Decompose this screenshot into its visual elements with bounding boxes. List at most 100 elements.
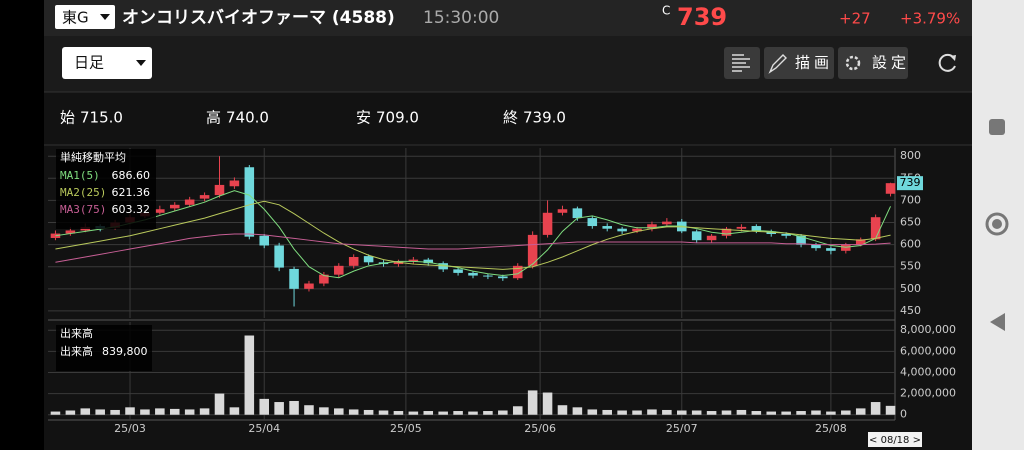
volume-bar: [632, 410, 642, 415]
candle-body: [662, 221, 672, 225]
volume-bar: [498, 410, 508, 415]
volume-bar: [259, 398, 269, 415]
dropdown-arrow: [136, 60, 146, 66]
time: 15:30:00: [423, 8, 499, 28]
chart-panel: [44, 92, 972, 450]
volume-bar: [125, 407, 135, 415]
candle-body: [155, 209, 165, 213]
volume-bar: [751, 411, 762, 415]
candle-body: [408, 259, 419, 262]
candle-body: [691, 231, 702, 241]
candle-body: [319, 274, 329, 284]
legend-title: 単純移動平均: [60, 150, 126, 164]
draw-button[interactable]: [764, 47, 834, 79]
y-tick-label: 650: [900, 216, 921, 229]
y-tick-label: 0: [900, 408, 907, 421]
recents-button[interactable]: [989, 119, 1005, 135]
volume-bar: [363, 409, 374, 415]
candle-body: [348, 256, 359, 266]
candle-body: [334, 265, 344, 275]
candle-body: [468, 272, 478, 276]
candle-body: [885, 183, 896, 194]
volume-bar: [841, 410, 851, 415]
y-tick-label: 800: [900, 149, 921, 162]
header-bar: [44, 0, 972, 36]
volume-bar: [50, 411, 61, 415]
back-button[interactable]: [990, 313, 1005, 331]
volume-bar: [691, 410, 702, 415]
ohlc-label: 終: [503, 109, 518, 127]
volume-bar: [289, 400, 299, 415]
y-tick-label: 500: [900, 282, 921, 295]
x-tick-label: 25/04: [248, 422, 280, 435]
settings-button[interactable]: [838, 47, 908, 79]
volume-bar: [796, 411, 806, 415]
legend-value: 603.32: [112, 203, 151, 216]
candle-body: [870, 217, 881, 240]
list-icon: [732, 54, 750, 72]
gear-icon: [845, 55, 861, 71]
volume-bar: [781, 411, 791, 415]
pencil-icon: [768, 54, 787, 74]
volume-bar: [110, 409, 120, 415]
price-prefix: C: [662, 4, 670, 18]
candle-body: [169, 204, 180, 209]
volume-bar: [453, 411, 463, 415]
candle-body: [826, 248, 836, 251]
volume-title: 出来高: [60, 326, 93, 340]
ohlc-label: 始: [60, 109, 75, 127]
volume-bar: [169, 408, 180, 415]
price: 739: [677, 3, 727, 31]
volume-bar: [885, 405, 896, 415]
candle-body: [244, 167, 255, 237]
candle-body: [65, 230, 76, 234]
candle-body: [572, 208, 583, 219]
candle-body: [453, 269, 463, 273]
home-button[interactable]: [985, 212, 1009, 236]
stock-name: オンコリスバイオファーマ (4588): [122, 8, 395, 28]
candle-body: [512, 265, 523, 279]
volume-bar: [542, 392, 553, 415]
candle-body: [632, 228, 642, 232]
price-tag: [897, 176, 923, 191]
volume-bar: [140, 409, 150, 415]
volume-bar: [826, 411, 836, 415]
volume-bar: [855, 408, 866, 415]
volume-bar: [304, 405, 314, 415]
refresh-icon[interactable]: [938, 53, 956, 72]
volume-bar: [483, 411, 493, 415]
volume-bar: [557, 405, 568, 415]
volume-bar: [677, 410, 687, 415]
candle-body: [289, 268, 299, 289]
volume-bar: [244, 335, 255, 415]
volume-bar: [706, 411, 717, 415]
x-tick-label: 25/08: [815, 422, 847, 435]
legend-value: 621.36: [112, 186, 151, 199]
volume-bar: [512, 406, 523, 415]
y-tick-label: 550: [900, 260, 921, 273]
volume-bar: [468, 411, 478, 415]
y-tick-label: 700: [900, 193, 921, 206]
candle-body: [602, 226, 612, 229]
period-select[interactable]: [62, 47, 152, 79]
volume-bar: [736, 409, 747, 415]
legend-name: MA3(75): [60, 203, 106, 216]
period: 日足: [74, 54, 104, 72]
cursor-label: < 08/18 >: [869, 435, 921, 446]
volume-bar: [408, 411, 419, 415]
x-tick-label: 25/07: [666, 422, 698, 435]
volume-bar: [65, 410, 76, 415]
volume-bar: [378, 410, 389, 415]
y-tick-label: 450: [900, 304, 921, 317]
volume-bar: [647, 409, 657, 415]
market: 東G: [62, 9, 89, 27]
candle-body: [557, 209, 568, 213]
candle-body: [617, 228, 627, 232]
market-select[interactable]: [55, 5, 115, 29]
volume-legend-value: 839,800: [102, 345, 148, 358]
volume-bar: [214, 393, 225, 415]
home-dot: [992, 219, 1002, 229]
volume-bar: [274, 402, 284, 415]
draw-label: 描画: [795, 54, 833, 72]
